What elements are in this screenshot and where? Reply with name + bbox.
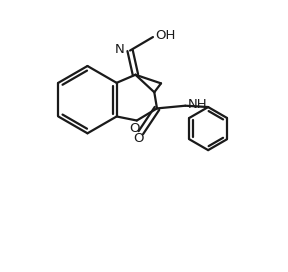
Text: N: N <box>114 44 124 57</box>
Text: O: O <box>133 132 143 144</box>
Text: OH: OH <box>155 29 175 42</box>
Text: O: O <box>129 122 140 135</box>
Text: NH: NH <box>187 98 207 111</box>
